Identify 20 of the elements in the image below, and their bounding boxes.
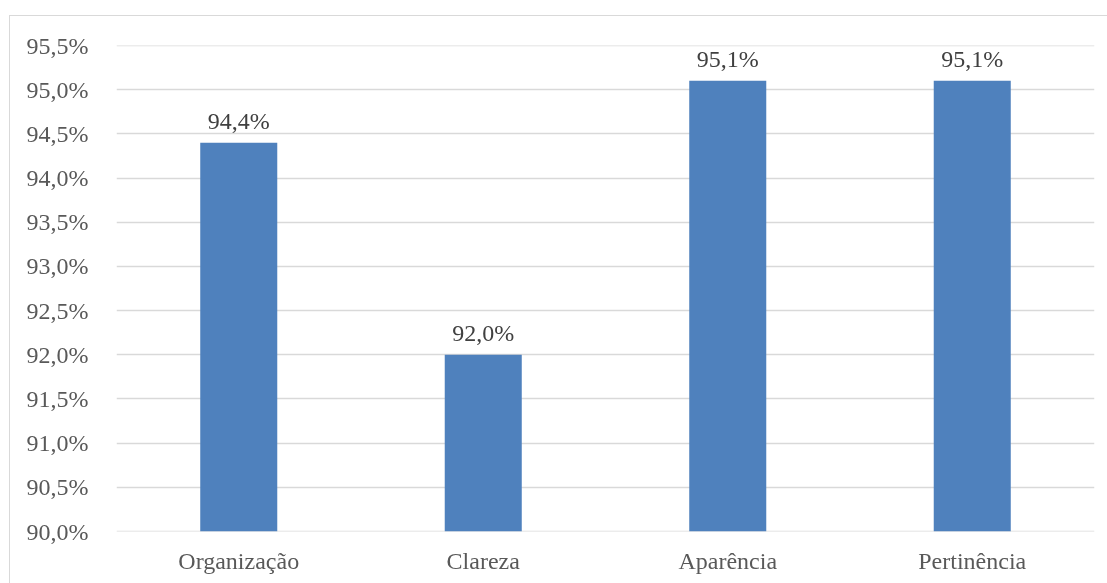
- y-tick-label: 91,0%: [26, 430, 89, 457]
- data-label: 92,0%: [452, 319, 515, 346]
- data-label: 95,1%: [696, 45, 759, 72]
- data-label: 95,1%: [941, 45, 1004, 72]
- y-tick-label: 92,0%: [26, 341, 89, 368]
- x-tick-label: Aparência: [678, 547, 778, 574]
- y-tick-label: 94,5%: [26, 120, 89, 147]
- y-tick-label: 93,0%: [26, 253, 89, 280]
- data-label: 94,4%: [207, 107, 270, 134]
- x-tick-label: Clareza: [446, 547, 521, 574]
- y-tick-label: 91,5%: [26, 385, 89, 412]
- y-tick-label: 95,0%: [26, 76, 89, 103]
- y-tick-label: 94,0%: [26, 165, 89, 192]
- y-tick-label: 93,5%: [26, 209, 89, 236]
- y-tick-label: 90,0%: [26, 518, 89, 545]
- y-tick-label: 92,5%: [26, 297, 89, 324]
- x-tick-label: Organização: [178, 547, 300, 574]
- y-tick-label: 95,5%: [26, 32, 89, 59]
- x-tick-label: Pertinência: [918, 547, 1027, 574]
- y-tick-label: 90,5%: [26, 474, 89, 501]
